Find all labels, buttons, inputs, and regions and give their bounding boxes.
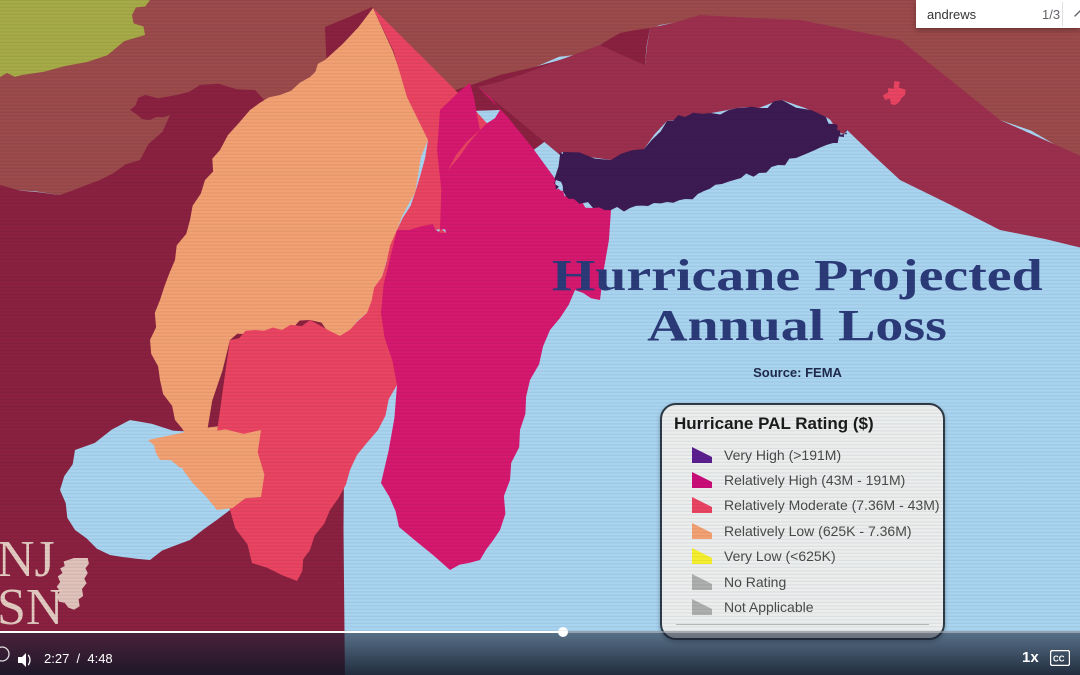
svg-text:SN: SN <box>0 579 63 630</box>
svg-text:CC: CC <box>1053 655 1065 664</box>
